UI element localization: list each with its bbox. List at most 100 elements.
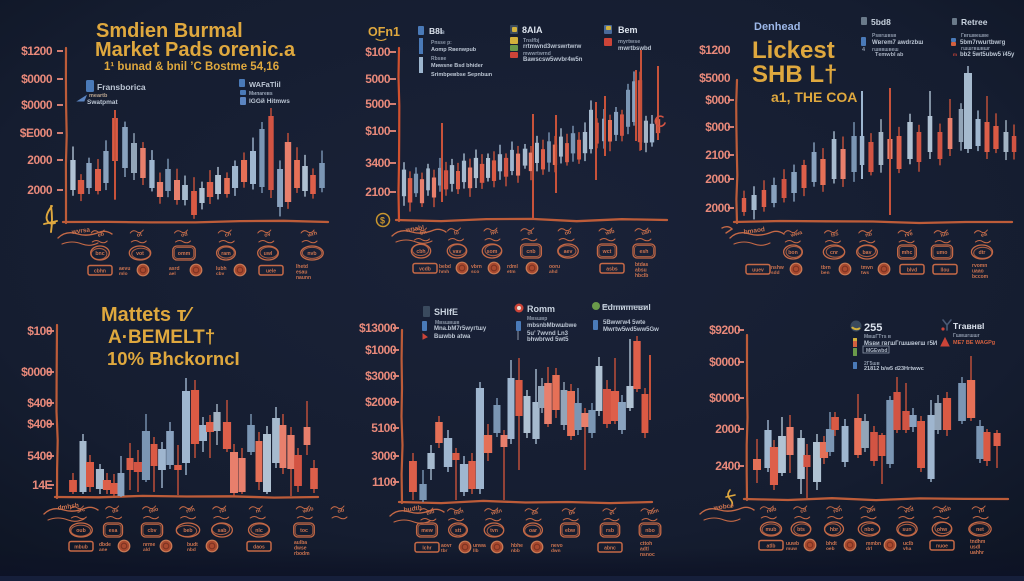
svg-text:sco: sco (471, 270, 479, 275)
svg-text:rve: rve (904, 231, 914, 239)
svg-text:bhdt: bhdt (826, 541, 837, 547)
svg-text:ben: ben (821, 270, 830, 276)
svg-text:WAFаTlil: WAFаTlil (249, 80, 281, 89)
svg-text:ot: ot (527, 230, 534, 237)
svg-text:uwl: uwl (264, 251, 273, 257)
svg-text:blvd: blvd (907, 268, 917, 274)
svg-text:wlb: wlb (604, 228, 616, 237)
svg-text:da: da (531, 509, 540, 517)
svg-text:uuwb: uuwb (786, 541, 799, 547)
svg-text:$2000: $2000 (365, 395, 397, 409)
svg-text:vcd: vcd (904, 507, 915, 515)
svg-text:nbb: nbb (511, 548, 520, 554)
svg-text:eb: eb (97, 231, 105, 239)
svg-text:ea: ea (980, 231, 988, 239)
svg-text:nbo: nbo (864, 527, 874, 533)
svg-text:Rеtrее: Rеtrее (961, 17, 988, 27)
svg-text:uclb: uclb (903, 541, 913, 547)
svg-text:tbr: tbr (441, 548, 448, 554)
svg-text:dwn: dwn (551, 548, 561, 554)
svg-text:oeb: oeb (826, 546, 835, 552)
svg-text:в: в (441, 30, 445, 36)
svg-text:dwse: dwse (294, 546, 307, 552)
svg-text:Mwгtw5wd5ww5Gw: Mwгtw5wd5ww5Gw (603, 327, 659, 333)
svg-text:B8I: B8I (429, 26, 442, 36)
svg-text:Wвгеm7 аwdrzbш: Wвгеm7 аwdrzbш (872, 40, 923, 46)
svg-text:aulba: aulba (294, 540, 307, 546)
svg-text:esa: esa (109, 528, 118, 534)
svg-text:Mattеts т⁄: Mattеts т⁄ (101, 304, 194, 326)
svg-text:sab: sab (218, 528, 227, 534)
svg-text:nb: nb (865, 231, 874, 239)
svg-text:$E000: $E000 (20, 126, 53, 140)
svg-text:$1000: $1000 (365, 343, 397, 357)
svg-text:cbv: cbv (148, 528, 157, 534)
svg-text:mmbn: mmbn (866, 541, 881, 547)
svg-text:ane: ane (99, 548, 108, 553)
svg-text:ds: ds (111, 507, 119, 515)
svg-text:uahhr: uahhr (970, 550, 984, 556)
svg-text:toc: toc (300, 528, 308, 534)
svg-text:omm: omm (178, 251, 191, 257)
svg-text:bccom: bccom (972, 274, 989, 280)
svg-text:unwa: unwa (473, 543, 486, 549)
svg-text:wvrsa: wvrsa (70, 226, 91, 236)
svg-text:$0000: $0000 (709, 391, 741, 405)
svg-text:$3000: $3000 (365, 369, 397, 383)
svg-text:10% ΒhckоrncІ: 10% ΒhckоrncІ (107, 348, 240, 369)
svg-text:MЕ7 BЕ WAGPg: MЕ7 BЕ WAGPg (953, 340, 995, 346)
svg-text:tvn: tvn (490, 528, 498, 534)
svg-text:ald: ald (143, 547, 150, 553)
svg-text:asrd: asrd (169, 266, 180, 272)
svg-text:tmvn: tmvn (861, 265, 873, 271)
svg-text:$9200: $9200 (709, 323, 741, 337)
svg-text:net: net (976, 527, 984, 533)
svg-text:myrtwѕе: myrtwѕе (618, 39, 640, 45)
svg-text:mlo: mlo (119, 271, 128, 277)
svg-text:Pѕвгшвѕв: Pѕвгшвѕв (872, 33, 896, 39)
svg-text:ov: ov (264, 231, 273, 239)
svg-text:hdm: hdm (647, 508, 660, 517)
svg-text:IGGй Hitmws: IGGй Hitmws (249, 97, 290, 105)
svg-text:bav: bav (863, 250, 872, 256)
svg-text:btdas: btdas (635, 262, 649, 268)
svg-text:nsnoc: nsnoc (640, 552, 655, 558)
svg-text:$1200: $1200 (699, 43, 731, 57)
svg-text:OFn1: OFn1 (368, 25, 400, 39)
svg-text:rbl: rbl (219, 507, 228, 515)
svg-text:1¹ bunad & bnil ’С Bostme 54,1: 1¹ bunad & bnil ’С Bostme 54,16 (104, 61, 279, 73)
svg-text:а1, THE COA: а1, THE COA (771, 89, 857, 105)
svg-text:hbhe: hbhe (511, 543, 523, 549)
svg-text:nevo: nevo (551, 543, 563, 549)
svg-text:od: od (180, 231, 188, 239)
svg-text:ram: ram (221, 251, 231, 257)
svg-text:cbv: cbv (216, 271, 225, 277)
svg-text:Гвгшвешве: Гвгшвешве (961, 33, 989, 39)
svg-text:5bd8: 5bd8 (871, 17, 891, 27)
svg-text:5000: 5000 (365, 72, 391, 86)
svg-text:asbs: asbs (606, 267, 618, 273)
svg-text:$400: $400 (27, 396, 53, 410)
svg-text:nrme: nrme (143, 542, 155, 548)
svg-text:wobce: wobce (712, 502, 734, 512)
svg-text:adtl: adtl (640, 547, 650, 553)
svg-text:21812 b/w5 d23Hгtwwс: 21812 b/w5 d23Hгtwwс (864, 366, 924, 372)
svg-text:bts: bts (797, 527, 805, 533)
svg-text:lo: lo (453, 230, 460, 237)
svg-text:гшввшвеш: гшввшвеш (872, 47, 899, 53)
svg-text:nlc: nlc (255, 528, 263, 534)
svg-text:ob: ob (337, 507, 346, 515)
svg-text:oub: oub (76, 528, 86, 534)
svg-text:Tnѕlfbj: Tnѕlfbj (523, 38, 540, 44)
svg-text:wwa: wwa (789, 230, 804, 240)
svg-text:nl: nl (255, 508, 262, 515)
svg-text:bnc: bnc (95, 251, 104, 257)
svg-text:гшшгвшвшг: гшшгвшвшг (961, 46, 990, 52)
svg-text:hmh: hmh (439, 269, 449, 275)
svg-text:$100: $100 (365, 45, 391, 59)
svg-text:wwb: wwb (938, 506, 953, 516)
svg-text:3000: 3000 (371, 449, 397, 463)
svg-text:$100: $100 (365, 124, 391, 138)
svg-text:Mиwѕnе Bѕd bhidеr: Mиwѕnе Bѕd bhidеr (431, 63, 484, 69)
svg-text:mwwrtwrnd: mwwrtwrnd (523, 51, 551, 57)
